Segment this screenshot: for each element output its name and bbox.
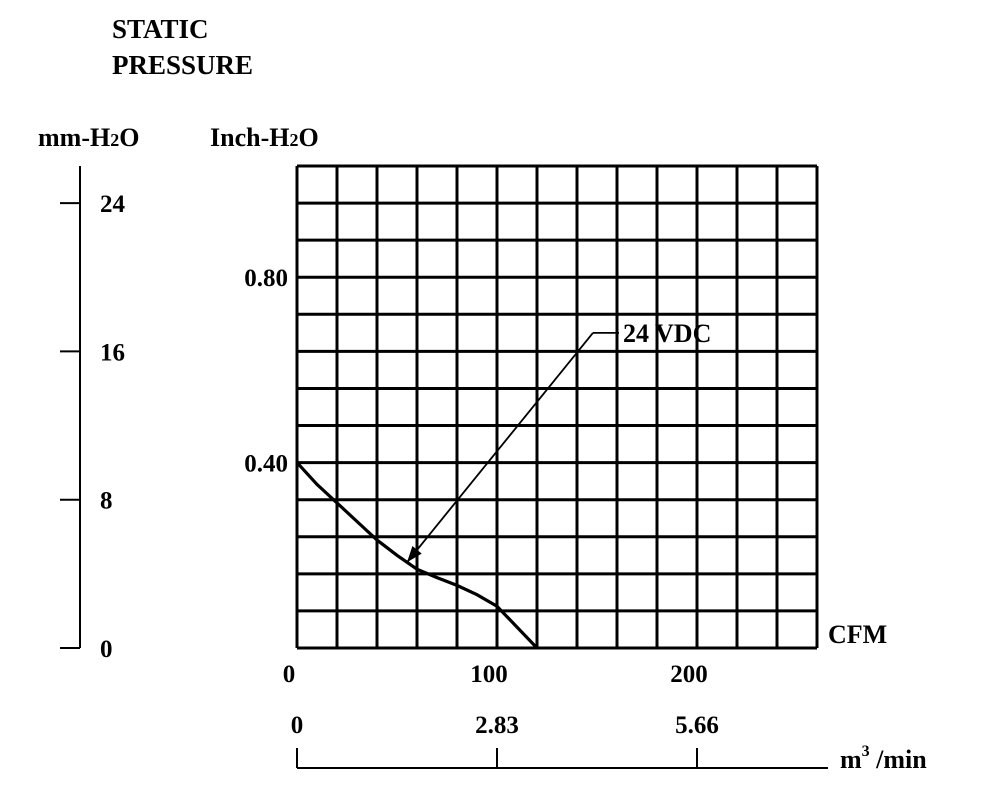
mm-h2o-axis: 0 8 16 24	[60, 166, 126, 663]
chart-title-line2: PRESSURE	[112, 50, 253, 80]
cfm-tick-label: 0	[283, 661, 296, 688]
mm-tick-label: 24	[100, 191, 126, 218]
m3min-axis: 0 2.83 5.66	[291, 712, 828, 769]
mm-tick-label: 16	[100, 339, 125, 366]
annotation-leader	[406, 332, 594, 563]
m3min-tick-label: 2.83	[475, 712, 519, 739]
cfm-tick-label: 100	[470, 661, 508, 688]
x2-axis-label: m3 /min	[840, 743, 927, 774]
x-axis-label-cfm: CFM	[828, 620, 887, 649]
m3min-tick-label: 0	[291, 712, 304, 739]
annotation-24vdc: 24 VDC	[623, 319, 711, 348]
annotation-arrowhead	[407, 546, 422, 563]
chart-title-line1: STATIC	[112, 14, 209, 44]
y-units-inch: Inch-H2O	[210, 123, 319, 152]
inch-tick-labels: 0.40 0.80	[244, 265, 288, 477]
mm-tick-label: 0	[100, 636, 113, 663]
inch-tick-label: 0.40	[244, 451, 288, 478]
series-24vdc-line	[295, 461, 539, 650]
cfm-tick-label: 200	[670, 661, 708, 688]
cfm-tick-labels: 0 100 200	[283, 661, 708, 688]
mm-tick-label: 8	[100, 488, 113, 515]
y-units-mm: mm-H2O	[38, 123, 139, 152]
plot-grid	[295, 164, 819, 650]
inch-tick-label: 0.80	[244, 265, 288, 292]
m3min-tick-label: 5.66	[675, 712, 719, 739]
